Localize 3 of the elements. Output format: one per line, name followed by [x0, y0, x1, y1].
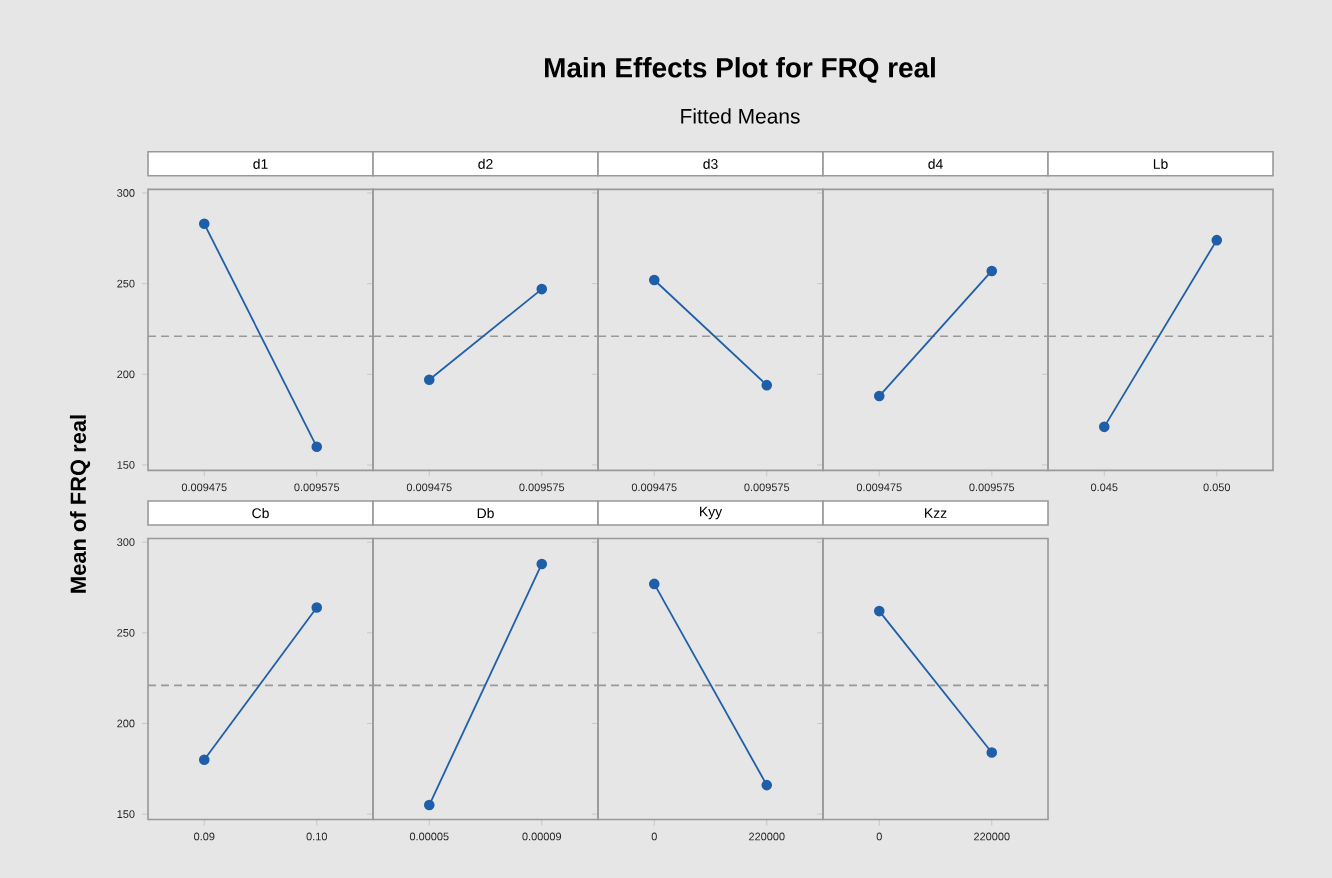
y-axis-title: Mean of FRQ real — [69, 415, 91, 593]
text: Main Effects Plot for FRQ real — [545, 57, 935, 83]
text: Fitted Means — [681, 108, 800, 124]
